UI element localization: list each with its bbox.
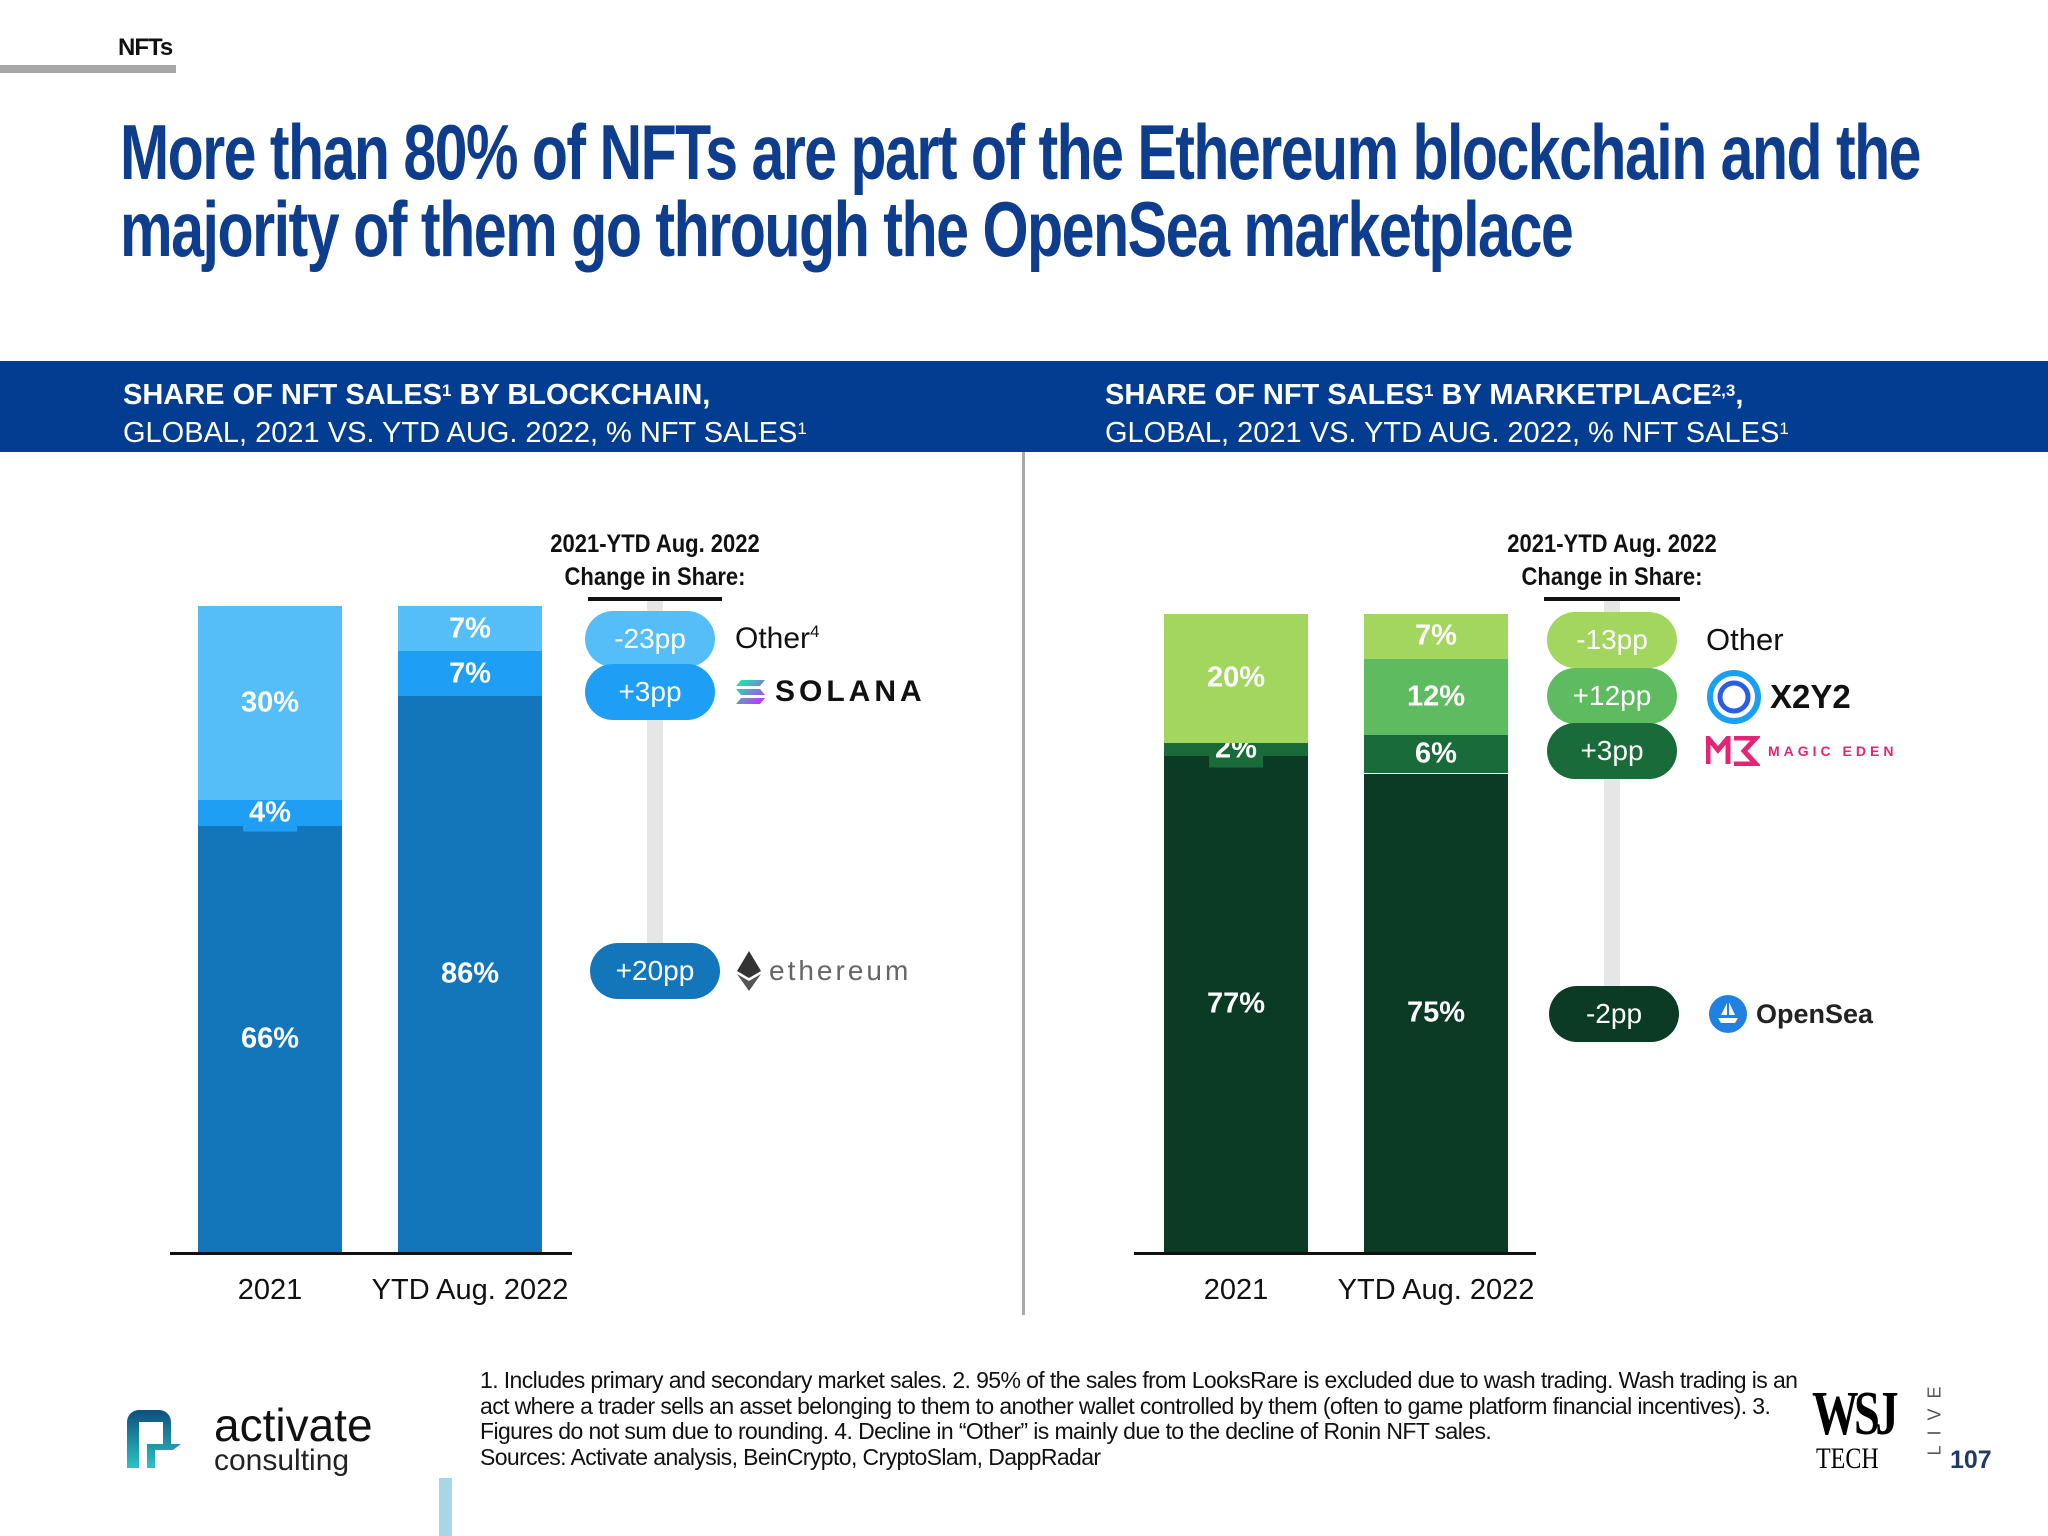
value-label: 77% — [1206, 987, 1266, 1020]
change-pill-x2y2: +12pp — [1547, 668, 1677, 724]
bar-segment-ethereum — [198, 825, 342, 1252]
wsj-live: LIVE — [1924, 1376, 1945, 1456]
change-pill-ethereum: +20pp — [590, 943, 720, 999]
page-title-line-2: majority of them go through the OpenSea … — [120, 185, 1574, 273]
left-x-label-2021: 2021 — [237, 1274, 303, 1306]
change-pill-solana: +3pp — [585, 664, 715, 720]
left-change-underline — [588, 597, 722, 601]
bar-segment-other — [398, 606, 542, 652]
header-band — [0, 361, 2048, 452]
value-label: 4% — [243, 794, 297, 832]
value-label: 66% — [240, 1022, 300, 1055]
legend-solana: SOLANA — [735, 675, 926, 709]
legend-opensea: OpenSea — [1708, 994, 1873, 1034]
right-change-underline — [1544, 597, 1680, 601]
value-label: 6% — [1415, 737, 1457, 770]
wsj-tech: TECH — [1816, 1442, 1879, 1475]
left-change-header: 2021-YTD Aug. 2022 Change in Share: — [550, 530, 760, 591]
value-label: 75% — [1406, 996, 1466, 1029]
value-label: 30% — [240, 686, 300, 719]
bar-segment-solana — [398, 651, 542, 697]
magic-eden-icon — [1706, 736, 1760, 766]
page-number: 107 — [1950, 1446, 1992, 1474]
legend-other: Other — [1706, 622, 1784, 657]
change-pill-other: -13pp — [1547, 612, 1677, 668]
bar-segment-opensea — [1364, 773, 1508, 1252]
legend-x2y2: X2Y2 — [1706, 669, 1851, 725]
left-x-label-ytd: YTD Aug. 2022 — [371, 1274, 569, 1306]
wsj-logo: WSJ — [1812, 1380, 1899, 1448]
activate-logo — [121, 1408, 183, 1475]
activate-logo-icon — [127, 1410, 181, 1468]
right-chart-header: SHARE OF NFT SALES1 BY MARKETPLACE2,3, G… — [1105, 379, 1789, 449]
footnotes: 1. Includes primary and secondary market… — [480, 1367, 1798, 1470]
solana-icon — [736, 680, 765, 704]
bar-segment-magic-eden — [1364, 735, 1508, 774]
bar-segment-other — [1364, 614, 1508, 659]
value-label: 12% — [1406, 680, 1466, 713]
bar-segment-opensea — [1164, 755, 1308, 1252]
chart-divider — [1022, 452, 1025, 1315]
right-x-label-ytd: YTD Aug. 2022 — [1337, 1274, 1535, 1306]
ethereum-icon — [737, 951, 761, 991]
change-pill-opensea: -2pp — [1549, 986, 1679, 1042]
bar-segment-other — [1164, 614, 1308, 743]
left-chart-header: SHARE OF NFT SALES1 BY BLOCKCHAIN, GLOBA… — [123, 379, 807, 449]
value-label: 86% — [440, 957, 500, 990]
left-x-axis — [170, 1252, 572, 1255]
page-title-line-1: More than 80% of NFTs are part of the Et… — [120, 108, 1921, 196]
bar-segment-ethereum — [398, 696, 542, 1252]
activate-logo-subtext: consulting — [214, 1444, 350, 1477]
value-label: 20% — [1206, 661, 1266, 694]
bar-segment-x2y2 — [1364, 658, 1508, 736]
value-label: 7% — [449, 612, 491, 645]
bar-segment-other — [198, 606, 342, 800]
right-change-header: 2021-YTD Aug. 2022 Change in Share: — [1507, 530, 1717, 591]
change-pill-other: -23pp — [585, 611, 715, 667]
x2y2-icon — [1707, 670, 1761, 724]
section-label: NFTs — [118, 34, 173, 61]
right-x-label-2021: 2021 — [1203, 1274, 1269, 1306]
legend-magic-eden: MAGIC EDEN — [1706, 736, 1897, 766]
opensea-icon — [1709, 995, 1747, 1033]
accent-bar — [439, 1478, 452, 1536]
legend-other: Other4 — [735, 622, 820, 655]
value-label: 7% — [449, 657, 491, 690]
right-x-axis — [1134, 1252, 1536, 1255]
value-label: 7% — [1415, 619, 1457, 652]
section-bar — [0, 65, 176, 73]
legend-ethereum: ethereum — [737, 951, 911, 991]
activate-logo-text: activate — [214, 1399, 373, 1451]
change-pill-magic-eden: +3pp — [1547, 723, 1677, 779]
